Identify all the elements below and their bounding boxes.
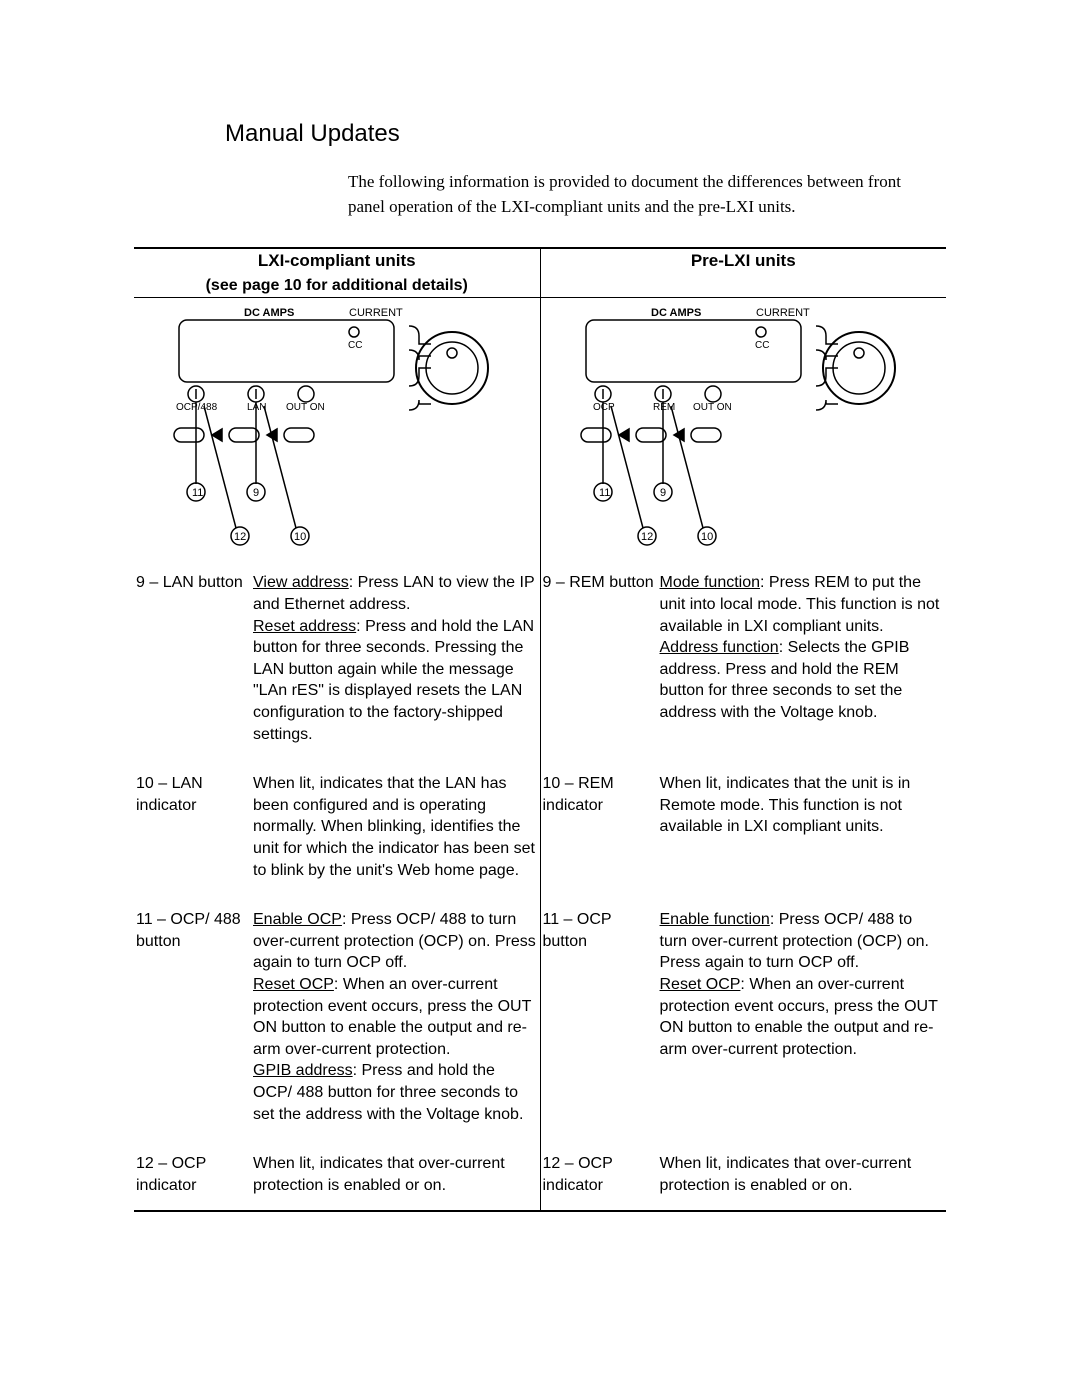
row-label: 12 – OCP indicator: [543, 1147, 658, 1202]
row-label: 10 – REM indicator: [543, 767, 658, 844]
svg-text:CURRENT: CURRENT: [756, 307, 810, 319]
row-label: 12 – OCP indicator: [136, 1147, 251, 1202]
row-desc: Enable OCP: Press OCP/ 488 to turn over-…: [253, 903, 538, 1131]
row-label: 11 – OCP button: [543, 903, 658, 1066]
svg-text:DC AMPS: DC AMPS: [244, 307, 294, 319]
svg-text:10: 10: [701, 531, 713, 543]
row-desc: When lit, indicates that the unit is in …: [660, 767, 945, 844]
page-title: Manual Updates: [225, 120, 970, 148]
svg-text:11: 11: [192, 487, 203, 499]
svg-text:DC AMPS: DC AMPS: [651, 307, 701, 319]
svg-text:CC: CC: [348, 340, 362, 351]
svg-text:11: 11: [599, 487, 610, 499]
row-desc: When lit, indicates that the LAN has bee…: [253, 767, 538, 887]
row-label: 9 – LAN button: [136, 566, 251, 751]
comparison-table: LXI-compliant units (see page 10 for add…: [134, 247, 946, 1212]
svg-text:CC: CC: [755, 340, 769, 351]
row-desc: When lit, indicates that over-current pr…: [660, 1147, 945, 1202]
header-right: Pre-LXI units: [540, 248, 946, 298]
header-left: LXI-compliant units (see page 10 for add…: [134, 248, 540, 298]
header-left-sub: (see page 10 for additional details): [206, 277, 468, 294]
svg-text:OUT ON: OUT ON: [693, 402, 732, 413]
row-desc: View address: Press LAN to view the IP a…: [253, 566, 538, 751]
row-label: 9 – REM button: [543, 566, 658, 729]
intro-text: The following information is provided to…: [348, 170, 940, 219]
svg-text:9: 9: [660, 487, 666, 499]
row-desc: When lit, indicates that over-current pr…: [253, 1147, 538, 1202]
diagram-right: DC AMPS CURRENT CC OCP REM OUT ON: [540, 298, 946, 559]
svg-text:CURRENT: CURRENT: [349, 307, 403, 319]
svg-text:OUT ON: OUT ON: [286, 402, 325, 413]
svg-text:9: 9: [253, 487, 259, 499]
svg-text:10: 10: [294, 531, 306, 543]
row-label: 11 – OCP/ 488 button: [136, 903, 251, 1131]
svg-text:OCP/488: OCP/488: [176, 402, 218, 413]
row-label: 10 – LAN indicator: [136, 767, 251, 887]
row-desc: Enable function: Press OCP/ 488 to turn …: [660, 903, 945, 1066]
header-right-title: Pre-LXI units: [691, 251, 796, 270]
svg-text:12: 12: [641, 531, 653, 543]
diagram-left: DC AMPS CURRENT CC OCP/488: [134, 298, 540, 559]
header-left-title: LXI-compliant units: [258, 251, 416, 270]
svg-text:12: 12: [234, 531, 246, 543]
panel-diagram-prelxi: DC AMPS CURRENT CC OCP REM OUT ON: [541, 298, 921, 558]
row-desc: Mode function: Press REM to put the unit…: [660, 566, 945, 729]
panel-diagram-lxi: DC AMPS CURRENT CC OCP/488: [134, 298, 514, 558]
